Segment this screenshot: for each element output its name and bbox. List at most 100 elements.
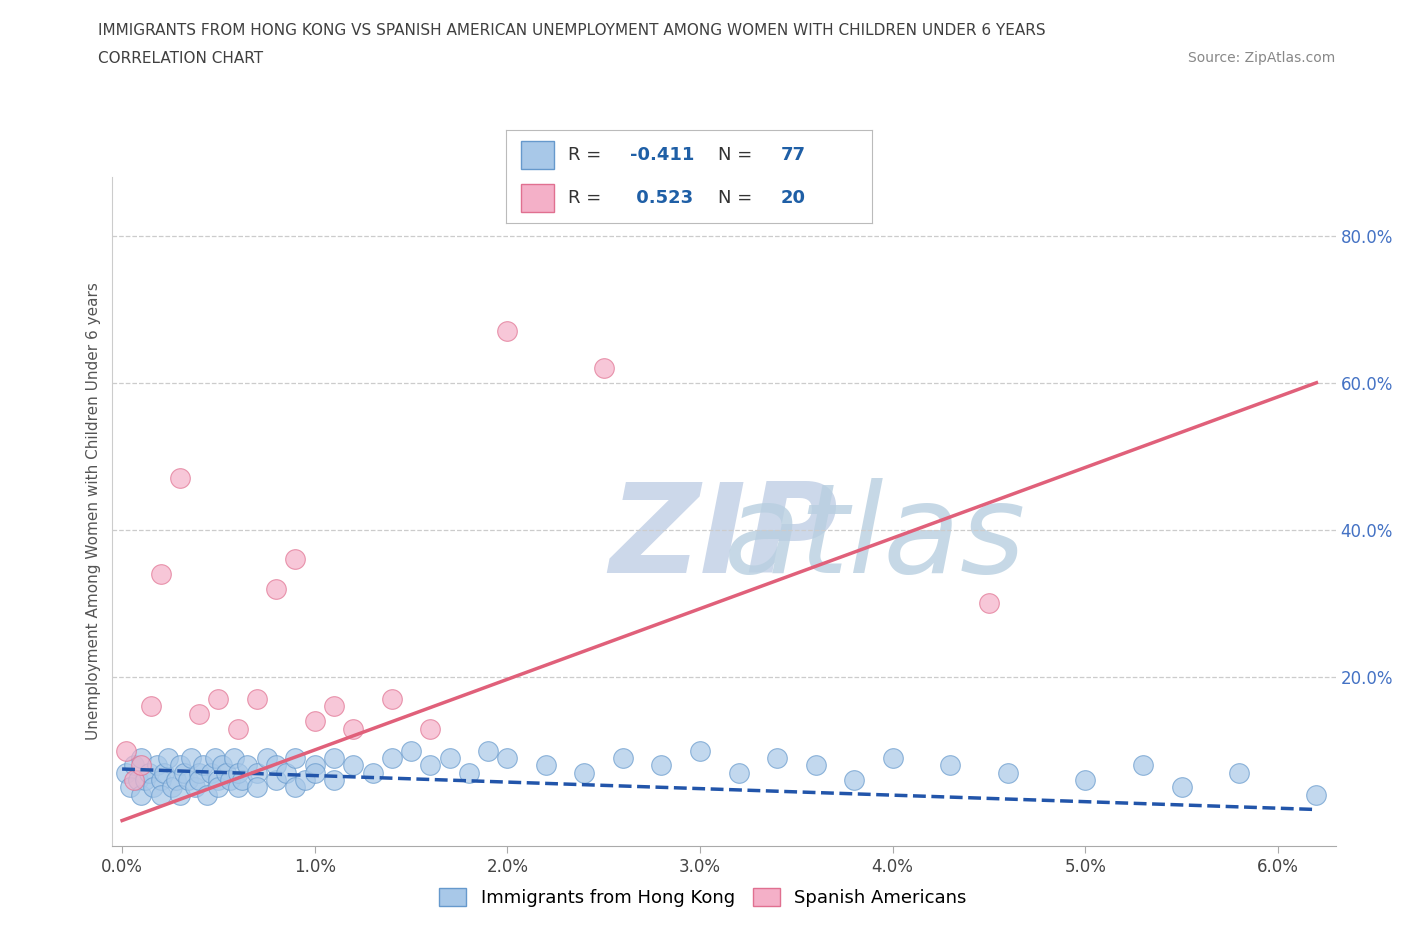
Point xyxy=(131,758,153,773)
Point xyxy=(419,721,441,736)
Point xyxy=(149,788,172,803)
Point xyxy=(231,773,253,788)
Point xyxy=(496,751,519,765)
Point xyxy=(236,758,259,773)
Point xyxy=(211,758,233,773)
Point xyxy=(477,743,499,758)
Point xyxy=(977,596,1000,611)
Point xyxy=(169,788,191,803)
Point xyxy=(612,751,634,765)
Point xyxy=(457,765,479,780)
Point xyxy=(188,707,211,722)
Point xyxy=(256,751,278,765)
Point xyxy=(804,758,827,773)
Point xyxy=(592,361,614,376)
Point xyxy=(142,780,165,795)
Point xyxy=(1170,780,1192,795)
Point xyxy=(246,780,269,795)
Point xyxy=(766,751,789,765)
Point xyxy=(200,765,222,780)
Point xyxy=(381,751,404,765)
Point xyxy=(284,551,307,566)
Point xyxy=(226,721,249,736)
Text: -0.411: -0.411 xyxy=(630,146,695,165)
Point xyxy=(727,765,749,780)
Point xyxy=(138,765,160,780)
Point xyxy=(1074,773,1097,788)
Point xyxy=(204,751,226,765)
Point xyxy=(118,780,141,795)
Point xyxy=(153,765,176,780)
Text: CORRELATION CHART: CORRELATION CHART xyxy=(98,51,263,66)
Point xyxy=(146,758,169,773)
Point xyxy=(381,692,404,707)
Point xyxy=(215,765,238,780)
Text: atlas: atlas xyxy=(724,478,1026,599)
Point xyxy=(574,765,596,780)
FancyBboxPatch shape xyxy=(520,141,554,169)
Point xyxy=(939,758,962,773)
Text: R =: R = xyxy=(568,146,602,165)
Point xyxy=(650,758,672,773)
Point xyxy=(246,692,269,707)
Point xyxy=(304,765,326,780)
Point xyxy=(207,692,229,707)
Point xyxy=(284,751,307,765)
Point xyxy=(226,780,249,795)
Point xyxy=(173,765,195,780)
Point xyxy=(165,773,187,788)
Point xyxy=(207,780,229,795)
Point xyxy=(115,765,138,780)
Point xyxy=(149,566,172,581)
Point xyxy=(180,751,202,765)
Text: ZIP: ZIP xyxy=(610,478,838,599)
Point xyxy=(496,324,519,339)
Text: N =: N = xyxy=(718,146,752,165)
Point xyxy=(226,765,249,780)
Text: 77: 77 xyxy=(780,146,806,165)
Point xyxy=(361,765,384,780)
Point xyxy=(149,773,172,788)
Point xyxy=(284,780,307,795)
Point xyxy=(264,581,287,596)
Point xyxy=(1132,758,1154,773)
Point xyxy=(139,699,162,714)
Point xyxy=(191,758,214,773)
Point xyxy=(264,773,287,788)
Point xyxy=(122,773,145,788)
Point xyxy=(222,751,245,765)
Point xyxy=(1227,765,1250,780)
Point xyxy=(131,788,153,803)
Point xyxy=(997,765,1019,780)
Point xyxy=(323,751,346,765)
Y-axis label: Unemployment Among Women with Children Under 6 years: Unemployment Among Women with Children U… xyxy=(86,283,101,740)
Point xyxy=(169,471,191,485)
Text: R =: R = xyxy=(568,189,602,207)
Text: Source: ZipAtlas.com: Source: ZipAtlas.com xyxy=(1188,51,1336,65)
Point xyxy=(127,773,149,788)
Point xyxy=(342,721,364,736)
Point xyxy=(294,773,316,788)
Point xyxy=(882,751,904,765)
Text: IMMIGRANTS FROM HONG KONG VS SPANISH AMERICAN UNEMPLOYMENT AMONG WOMEN WITH CHIL: IMMIGRANTS FROM HONG KONG VS SPANISH AME… xyxy=(98,23,1046,38)
Point xyxy=(176,773,198,788)
Point xyxy=(323,773,346,788)
Text: N =: N = xyxy=(718,189,752,207)
Point xyxy=(184,780,207,795)
Text: 0.523: 0.523 xyxy=(630,189,693,207)
Point xyxy=(157,751,180,765)
FancyBboxPatch shape xyxy=(520,184,554,212)
Point xyxy=(323,699,346,714)
Point xyxy=(195,788,218,803)
Point xyxy=(169,758,191,773)
Text: 20: 20 xyxy=(780,189,806,207)
Point xyxy=(219,773,242,788)
Point xyxy=(246,765,269,780)
Point xyxy=(342,758,364,773)
Point xyxy=(842,773,865,788)
Point xyxy=(419,758,441,773)
Point xyxy=(304,713,326,728)
Point xyxy=(399,743,422,758)
Point xyxy=(274,765,297,780)
Point xyxy=(689,743,711,758)
